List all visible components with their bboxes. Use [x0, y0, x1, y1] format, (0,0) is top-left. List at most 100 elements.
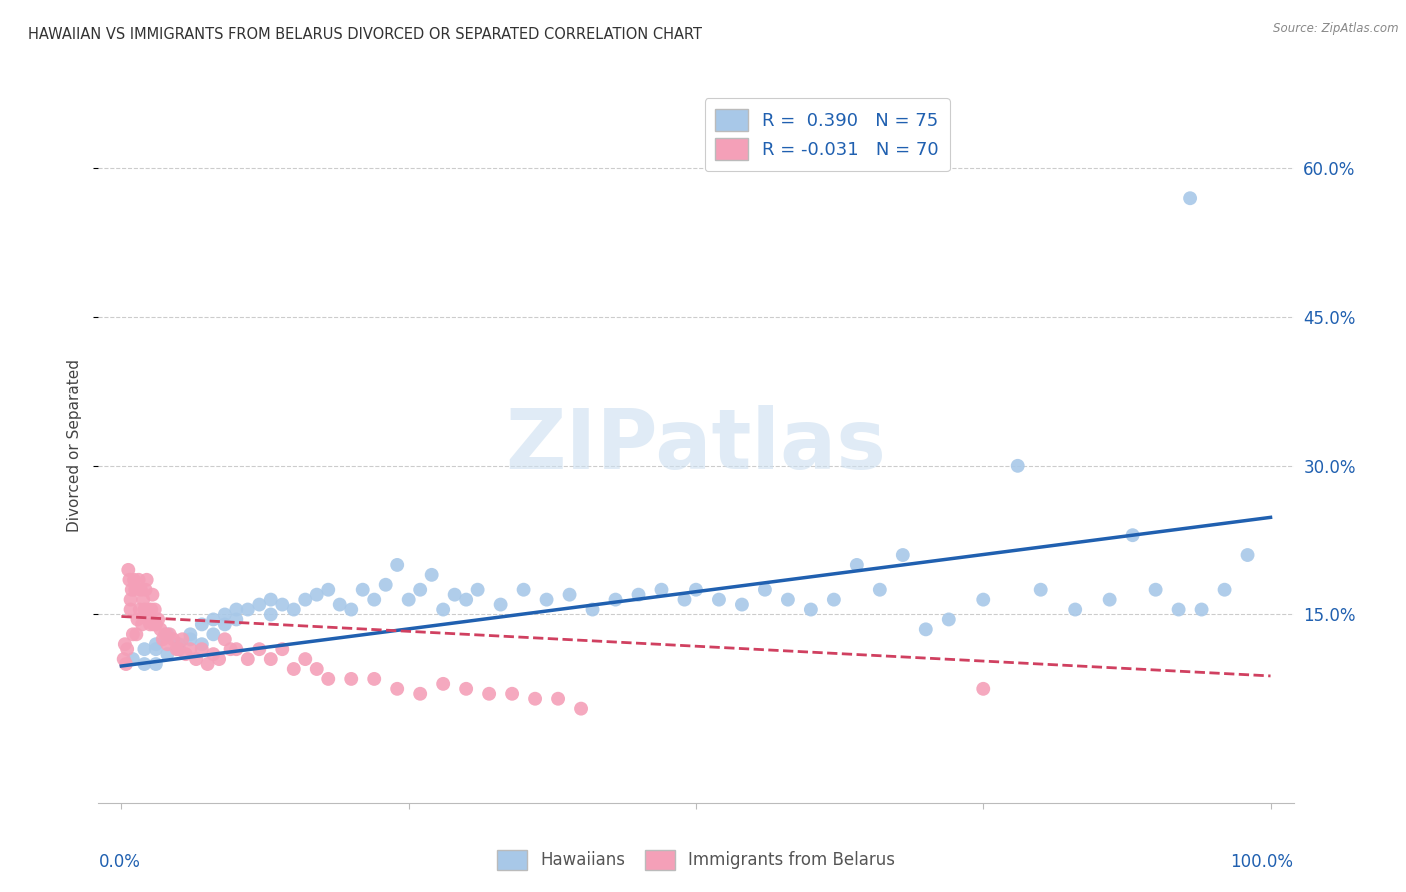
Point [1029, 582, 1052, 597]
Point [524, 691, 547, 706]
Point [305, 588, 328, 602]
Point [139, 617, 162, 632]
Point [136, 612, 159, 626]
Point [122, 627, 145, 641]
Y-axis label: Divorced or Separated: Divorced or Separated [66, 359, 82, 533]
Point [420, 567, 443, 582]
Point [112, 652, 135, 666]
Point [800, 602, 823, 616]
Point [236, 652, 259, 666]
Point [145, 642, 167, 657]
Point [467, 582, 489, 597]
Point [179, 642, 201, 657]
Point [363, 672, 385, 686]
Point [605, 592, 627, 607]
Point [152, 632, 174, 647]
Point [120, 592, 142, 607]
Point [260, 607, 283, 622]
Point [197, 657, 219, 671]
Point [225, 642, 247, 657]
Point [117, 563, 139, 577]
Point [443, 588, 465, 602]
Point [1213, 582, 1236, 597]
Point [972, 592, 994, 607]
Point [1122, 528, 1144, 542]
Point [145, 617, 167, 632]
Point [409, 687, 432, 701]
Point [115, 657, 138, 671]
Point [869, 582, 891, 597]
Point [294, 652, 316, 666]
Point [707, 592, 730, 607]
Point [627, 588, 650, 602]
Point [135, 582, 157, 597]
Point [236, 602, 259, 616]
Point [179, 632, 201, 647]
Point [149, 623, 172, 637]
Point [142, 617, 165, 632]
Point [138, 602, 160, 616]
Text: 0.0%: 0.0% [98, 853, 141, 871]
Point [191, 617, 214, 632]
Point [432, 677, 454, 691]
Point [432, 602, 454, 616]
Point [845, 558, 868, 572]
Point [114, 637, 136, 651]
Point [131, 617, 153, 632]
Point [174, 647, 197, 661]
Point [134, 657, 156, 671]
Point [122, 573, 145, 587]
Point [316, 672, 339, 686]
Point [340, 602, 363, 616]
Point [202, 647, 225, 661]
Point [1236, 548, 1258, 562]
Point [1064, 602, 1087, 616]
Point [124, 582, 146, 597]
Point [938, 612, 960, 626]
Point [1098, 592, 1121, 607]
Point [294, 592, 316, 607]
Point [135, 573, 157, 587]
Point [340, 672, 363, 686]
Point [305, 662, 328, 676]
Point [167, 642, 190, 657]
Point [409, 582, 432, 597]
Point [363, 592, 385, 607]
Point [145, 637, 167, 651]
Point [191, 642, 214, 657]
Point [214, 607, 236, 622]
Text: HAWAIIAN VS IMMIGRANTS FROM BELARUS DIVORCED OR SEPARATED CORRELATION CHART: HAWAIIAN VS IMMIGRANTS FROM BELARUS DIVO… [28, 27, 702, 42]
Point [122, 652, 145, 666]
Point [685, 582, 707, 597]
Point [162, 632, 184, 647]
Point [731, 598, 754, 612]
Point [569, 701, 592, 715]
Point [754, 582, 776, 597]
Text: 100.0%: 100.0% [1230, 853, 1294, 871]
Text: ZIPatlas: ZIPatlas [506, 406, 886, 486]
Point [914, 623, 936, 637]
Point [247, 598, 270, 612]
Point [247, 642, 270, 657]
Point [581, 602, 603, 616]
Point [271, 598, 294, 612]
Point [776, 592, 799, 607]
Point [167, 637, 190, 651]
Point [167, 642, 190, 657]
Point [134, 642, 156, 657]
Point [456, 592, 478, 607]
Point [148, 612, 170, 626]
Point [1007, 458, 1029, 473]
Point [128, 573, 150, 587]
Point [283, 662, 305, 676]
Point [374, 578, 396, 592]
Point [120, 602, 142, 616]
Point [385, 681, 409, 696]
Point [1191, 602, 1213, 616]
Point [184, 652, 207, 666]
Point [129, 582, 152, 597]
Point [172, 632, 194, 647]
Legend: Hawaiians, Immigrants from Belarus: Hawaiians, Immigrants from Belarus [489, 843, 903, 877]
Point [134, 602, 156, 616]
Point [225, 612, 247, 626]
